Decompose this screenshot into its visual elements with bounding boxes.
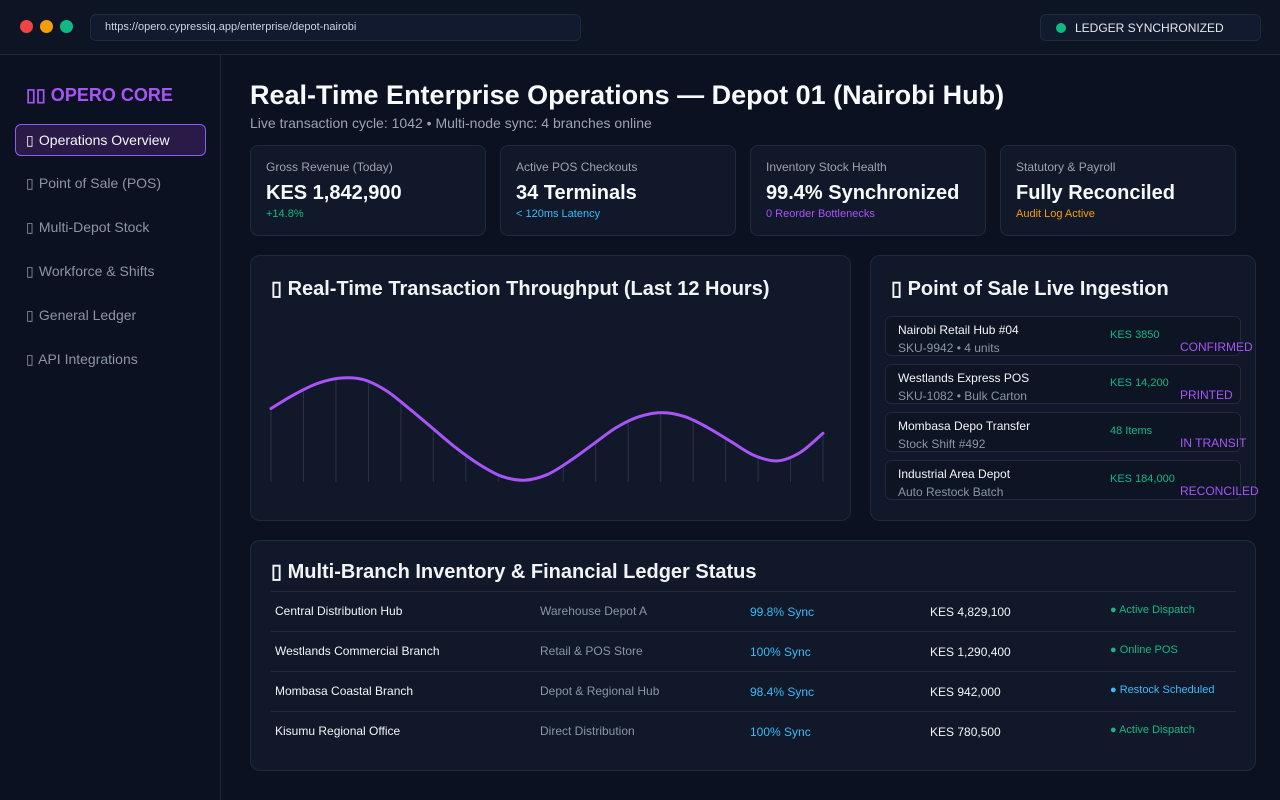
ledger-title: ▯ Multi-Branch Inventory & Financial Led… [271,561,757,583]
nav-icon: ▯ [26,132,34,148]
pos-item-amount: KES 184,000 [1110,473,1175,485]
pos-item-detail: Auto Restock Batch [898,485,1004,499]
pos-item-amount: KES 14,200 [1110,377,1169,389]
pos-feed-item[interactable]: Nairobi Retail Hub #04 SKU-9942 • 4 units… [885,316,1253,356]
nav-icon: ▯ [26,219,34,235]
kpi-note: < 120ms Latency [516,208,601,220]
pos-ingestion-panel: ▯ Point of Sale Live Ingestion Nairobi R… [870,255,1259,521]
kpi-value: 34 Terminals [516,182,637,204]
pos-item-name: Nairobi Retail Hub #04 [898,323,1019,337]
page-subtitle: Live transaction cycle: 1042 • Multi-nod… [250,115,652,131]
status-badge: ● Restock Scheduled [1110,684,1215,696]
sidebar-item-api-integrations[interactable]: ▯ API Integrations [15,344,206,376]
pos-item-status: PRINTED [1180,388,1233,402]
pos-item-status: RECONCILED [1180,484,1259,498]
sync-rate: 100% Sync [750,725,811,739]
kpi-value: Fully Reconciled [1016,182,1175,204]
pos-item-name: Mombasa Depo Transfer [898,419,1031,433]
sidebar-item-label: API Integrations [38,351,138,367]
throughput-line [269,376,825,482]
branch-type: Direct Distribution [540,724,635,738]
nav-icon: ▯ [26,307,34,323]
pos-ingestion-title: ▯ Point of Sale Live Ingestion [891,278,1169,300]
maximize-window-button[interactable] [60,20,73,33]
kpi-note: 0 Reorder Bottlenecks [766,208,875,220]
pos-item-status: CONFIRMED [1180,340,1253,354]
sidebar-item-general-ledger[interactable]: ▯ General Ledger [15,300,206,332]
kpi-note: Audit Log Active [1016,208,1095,220]
sidebar-item-label: Multi-Depot Stock [38,219,150,235]
sync-rate: 98.4% Sync [750,685,815,699]
sync-rate: 100% Sync [750,645,811,659]
sync-rate: 99.8% Sync [750,605,815,619]
branch-name: Westlands Commercial Branch [275,644,440,658]
brand-logo: ▯▯ OPERO CORE [26,85,173,105]
table-row[interactable]: Kisumu Regional Office Direct Distributio… [271,712,1236,752]
kpi-card: Active POS Checkouts 34 Terminals < 120ms … [500,145,736,236]
kpi-value: KES 1,842,900 [266,182,402,204]
sidebar-item-label: Point of Sale (POS) [38,175,162,191]
pos-item-name: Industrial Area Depot [898,467,1011,481]
pos-item-detail: SKU-9942 • 4 units [898,341,1000,355]
branch-type: Depot & Regional Hub [540,684,660,698]
pos-feed-item[interactable]: Westlands Express POS SKU-1082 • Bulk Car… [885,364,1241,404]
close-window-button[interactable] [20,20,33,33]
branch-type: Retail & POS Store [540,644,643,658]
nav-icon: ▯ [26,263,34,279]
status-badge: ● Active Dispatch [1110,724,1195,736]
kpi-card: Statutory & Payroll Fully Reconciled Audit… [1000,145,1236,236]
branch-name: Mombasa Coastal Branch [275,684,414,698]
kpi-card: Gross Revenue (Today) KES 1,842,900 +14.8% [250,145,486,236]
throughput-chart [269,376,825,482]
sidebar-item-label: General Ledger [38,307,137,323]
sidebar-item-label: Operations Overview [38,132,170,148]
kpi-note: +14.8% [266,208,304,220]
sidebar: ▯▯ OPERO CORE ▯ Operations Overview ▯ Poi… [0,55,221,800]
ledger-status-label: LEDGER SYNCHRONIZED [1075,21,1224,35]
branch-name: Kisumu Regional Office [275,724,401,738]
kpi-card: Inventory Stock Health 99.4% Synchronized… [750,145,986,236]
nav-icon: ▯ [26,351,34,367]
minimize-window-button[interactable] [40,20,53,33]
status-badge: ● Online POS [1110,644,1178,656]
branch-type: Warehouse Depot A [540,604,647,618]
url-bar[interactable]: https://opero.cypressiq.app/enterprise/d… [90,14,581,41]
ledger-amount: KES 1,290,400 [930,645,1011,659]
pos-feed-item[interactable]: Mombasa Depo Transfer Stock Shift #492 48 … [885,412,1246,452]
status-dot-icon [1056,23,1066,33]
kpi-label: Statutory & Payroll [1016,160,1116,174]
pos-feed-item[interactable]: Industrial Area Depot Auto Restock Batch K… [885,460,1259,500]
sidebar-item-point-of-sale-pos[interactable]: ▯ Point of Sale (POS) [15,168,206,200]
pos-item-detail: Stock Shift #492 [898,437,986,451]
page-title: Real-Time Enterprise Operations — Depot … [250,80,1005,110]
pos-item-name: Westlands Express POS [898,371,1030,385]
table-row[interactable]: Central Distribution Hub Warehouse Depot … [271,592,1236,632]
ledger-panel: ▯ Multi-Branch Inventory & Financial Led… [250,540,1256,771]
kpi-label: Active POS Checkouts [516,160,638,174]
status-badge: ● Active Dispatch [1110,604,1195,616]
sidebar-item-workforce-shifts[interactable]: ▯ Workforce & Shifts [15,256,206,288]
sidebar-item-label: Workforce & Shifts [38,263,155,279]
window-titlebar: https://opero.cypressiq.app/enterprise/d… [0,0,1280,55]
nav-icon: ▯ [26,175,34,191]
sidebar-item-multi-depot-stock[interactable]: ▯ Multi-Depot Stock [15,212,206,244]
kpi-label: Inventory Stock Health [766,160,887,174]
table-row[interactable]: Mombasa Coastal Branch Depot & Regional H… [271,672,1236,712]
pos-item-amount: 48 Items [1110,425,1153,437]
kpi-value: 99.4% Synchronized [766,182,960,204]
throughput-panel: ▯ Real-Time Transaction Throughput (Last… [250,255,851,521]
pos-item-detail: SKU-1082 • Bulk Carton [898,389,1027,403]
ledger-status-badge: LEDGER SYNCHRONIZED [1040,14,1261,41]
divider [271,591,1236,592]
branch-name: Central Distribution Hub [275,604,403,618]
pos-item-amount: KES 3850 [1110,329,1160,341]
table-row[interactable]: Westlands Commercial Branch Retail & POS … [271,632,1236,672]
ledger-amount: KES 780,500 [930,725,1001,739]
pos-item-status: IN TRANSIT [1180,436,1247,450]
throughput-title: ▯ Real-Time Transaction Throughput (Last… [271,278,770,300]
ledger-amount: KES 4,829,100 [930,605,1011,619]
sidebar-item-operations-overview[interactable]: ▯ Operations Overview [15,124,206,156]
kpi-label: Gross Revenue (Today) [266,160,393,174]
ledger-amount: KES 942,000 [930,685,1001,699]
